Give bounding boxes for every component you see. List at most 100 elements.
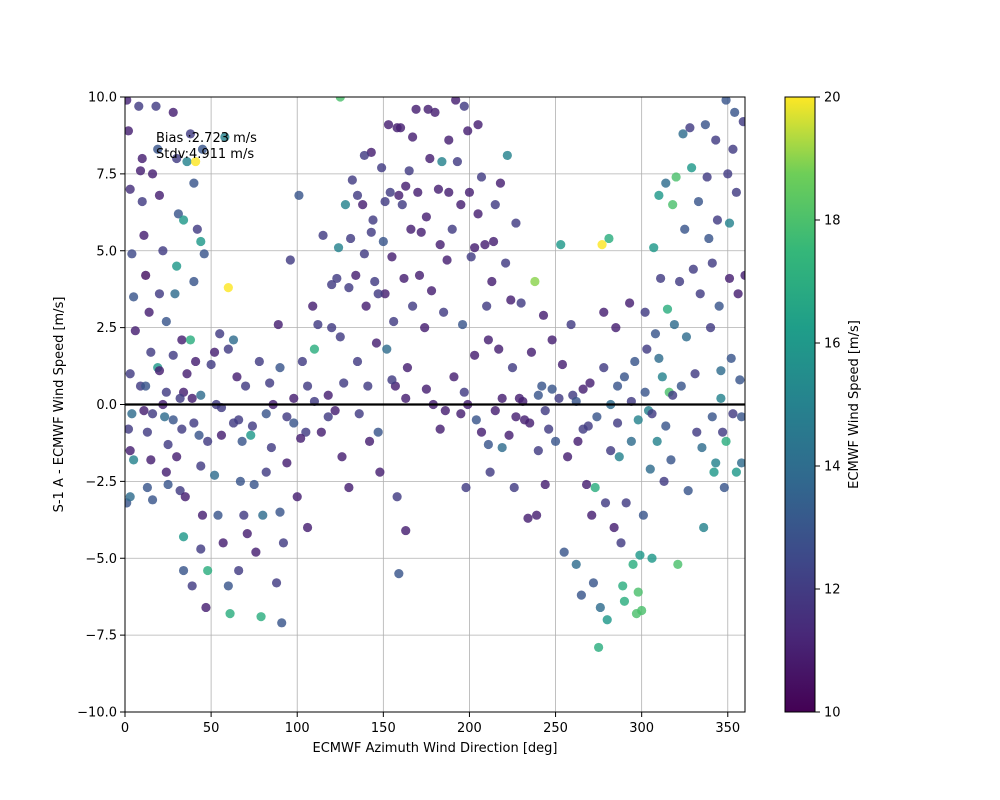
scatter-point bbox=[585, 378, 595, 388]
scatter-point bbox=[161, 467, 171, 477]
scatter-point bbox=[402, 363, 413, 373]
scatter-point bbox=[683, 486, 693, 496]
x-axis-label: ECMWF Azimuth Wind Direction [deg] bbox=[313, 741, 558, 756]
scatter-point bbox=[731, 187, 741, 197]
scatter-point bbox=[232, 372, 242, 382]
scatter-point bbox=[597, 240, 607, 250]
scatter-point bbox=[178, 215, 189, 225]
scatter-point bbox=[375, 467, 385, 477]
scatter-point bbox=[213, 510, 223, 520]
scatter-point bbox=[678, 129, 688, 139]
scatter-point bbox=[581, 479, 592, 490]
scatter-point bbox=[726, 353, 736, 363]
scatter-point bbox=[225, 609, 235, 619]
scatter-point bbox=[566, 319, 576, 330]
scatter-point bbox=[647, 553, 657, 563]
scatter-point bbox=[387, 375, 397, 385]
scatter-point bbox=[237, 436, 247, 446]
scatter-point bbox=[721, 97, 731, 105]
scatter-point bbox=[485, 467, 495, 477]
scatter-point bbox=[302, 381, 313, 391]
scatter-point bbox=[533, 446, 543, 456]
colorbar-tick-label: 16 bbox=[824, 337, 841, 352]
scatter-point bbox=[139, 230, 149, 240]
scatter-point bbox=[147, 409, 158, 419]
scatter-point bbox=[557, 359, 568, 370]
scatter-point bbox=[275, 507, 285, 517]
scatter-point bbox=[406, 224, 416, 234]
scatter-point bbox=[180, 492, 190, 502]
scatter-point bbox=[437, 156, 447, 167]
scatter-point bbox=[681, 332, 692, 342]
scatter-point bbox=[440, 406, 450, 416]
scatter-point bbox=[247, 421, 258, 431]
scatter-point bbox=[401, 393, 411, 403]
scatter-point bbox=[735, 375, 745, 385]
scatter-point bbox=[473, 209, 483, 219]
scatter-point bbox=[452, 156, 462, 167]
y-tick-label: −5.0 bbox=[85, 552, 117, 567]
scatter-point bbox=[313, 319, 323, 330]
scatter-point bbox=[731, 467, 741, 477]
scatter-point bbox=[511, 412, 521, 422]
scatter-point bbox=[135, 166, 146, 176]
scatter-point bbox=[602, 615, 612, 625]
scatter-point bbox=[654, 190, 664, 200]
scatter-point bbox=[228, 335, 239, 345]
scatter-point bbox=[378, 236, 388, 247]
scatter-point bbox=[668, 200, 678, 210]
scatter-point bbox=[654, 353, 664, 363]
scatter-point bbox=[278, 538, 289, 548]
scatter-point bbox=[137, 153, 147, 164]
y-tick-label: 0.0 bbox=[96, 398, 117, 413]
scatter-point bbox=[168, 107, 178, 117]
y-tick-label: 2.5 bbox=[96, 321, 117, 336]
scatter-point bbox=[626, 436, 636, 446]
scatter-point bbox=[352, 356, 363, 367]
scatter-point bbox=[540, 479, 550, 490]
scatter-point bbox=[444, 187, 454, 197]
scatter-point bbox=[413, 187, 423, 197]
scatter-point bbox=[490, 406, 500, 416]
colorbar-tick-label: 20 bbox=[824, 91, 841, 106]
scatter-point bbox=[702, 172, 712, 182]
scatter-point bbox=[337, 452, 347, 462]
scatter-point bbox=[740, 270, 745, 280]
scatter-point bbox=[308, 301, 318, 311]
scatter-point bbox=[619, 372, 630, 382]
scatter-point bbox=[714, 301, 724, 311]
scatter-point bbox=[404, 166, 414, 176]
scatter-point bbox=[332, 273, 342, 284]
scatter-point bbox=[191, 356, 201, 367]
scatter-point bbox=[125, 184, 135, 194]
scatter-point bbox=[668, 390, 678, 400]
scatter-point bbox=[730, 107, 740, 117]
scatter-point bbox=[125, 369, 135, 379]
scatter-point bbox=[476, 427, 487, 437]
scatter-point bbox=[470, 350, 480, 360]
scatter-point bbox=[476, 172, 487, 182]
scatter-point bbox=[673, 559, 683, 570]
scatter-point bbox=[690, 369, 700, 379]
scatter-point bbox=[168, 415, 178, 425]
y-axis-label: S-1 A - ECMWF Wind Speed [m/s] bbox=[52, 297, 67, 513]
scatter-point bbox=[604, 233, 614, 244]
scatter-point bbox=[335, 332, 345, 342]
scatter-point bbox=[728, 144, 738, 154]
scatter-point bbox=[652, 436, 662, 446]
scatter-point bbox=[234, 565, 244, 576]
y-tick-label: 5.0 bbox=[96, 244, 117, 259]
scatter-point bbox=[483, 439, 493, 450]
scatter-point bbox=[421, 384, 431, 394]
scatter-point bbox=[223, 344, 233, 354]
scatter-point bbox=[408, 132, 418, 142]
scatter-point bbox=[242, 529, 252, 539]
scatter-point bbox=[271, 578, 282, 588]
scatter-point bbox=[516, 298, 526, 308]
scatter-point bbox=[316, 427, 326, 437]
scatter-point bbox=[411, 104, 421, 114]
scatter-point bbox=[273, 319, 283, 330]
scatter-point bbox=[578, 424, 588, 434]
scatter-point bbox=[125, 492, 135, 502]
